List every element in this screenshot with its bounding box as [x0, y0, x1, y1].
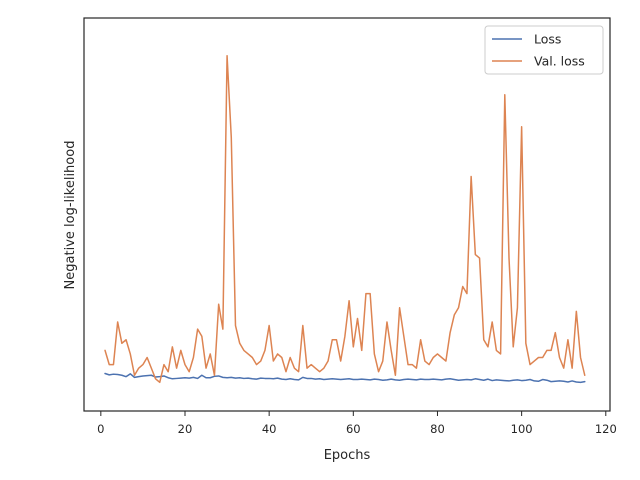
axes-frame	[83, 17, 611, 412]
y-axis-label: Negative log-likelihood	[63, 141, 78, 290]
series-line-loss	[104, 372, 586, 384]
legend-label: Loss	[534, 32, 561, 47]
x-tick-label: 0	[97, 422, 104, 436]
legend-label: Val. loss	[534, 54, 585, 69]
x-axis-label: Epochs	[324, 448, 371, 463]
x-tick-label: 100	[511, 422, 533, 436]
series-layer	[104, 55, 586, 384]
series-line-val-loss	[104, 55, 586, 384]
legend-box	[484, 25, 604, 75]
x-tick-label: 20	[178, 422, 193, 436]
x-tick-label: 40	[262, 422, 277, 436]
x-tick-label: 120	[595, 422, 617, 436]
x-tick-label: 60	[346, 422, 361, 436]
x-axis: 0 20 40 60 80 100 120	[97, 411, 617, 436]
x-tick-label: 80	[430, 422, 445, 436]
legend: Loss Val. loss	[484, 25, 604, 75]
